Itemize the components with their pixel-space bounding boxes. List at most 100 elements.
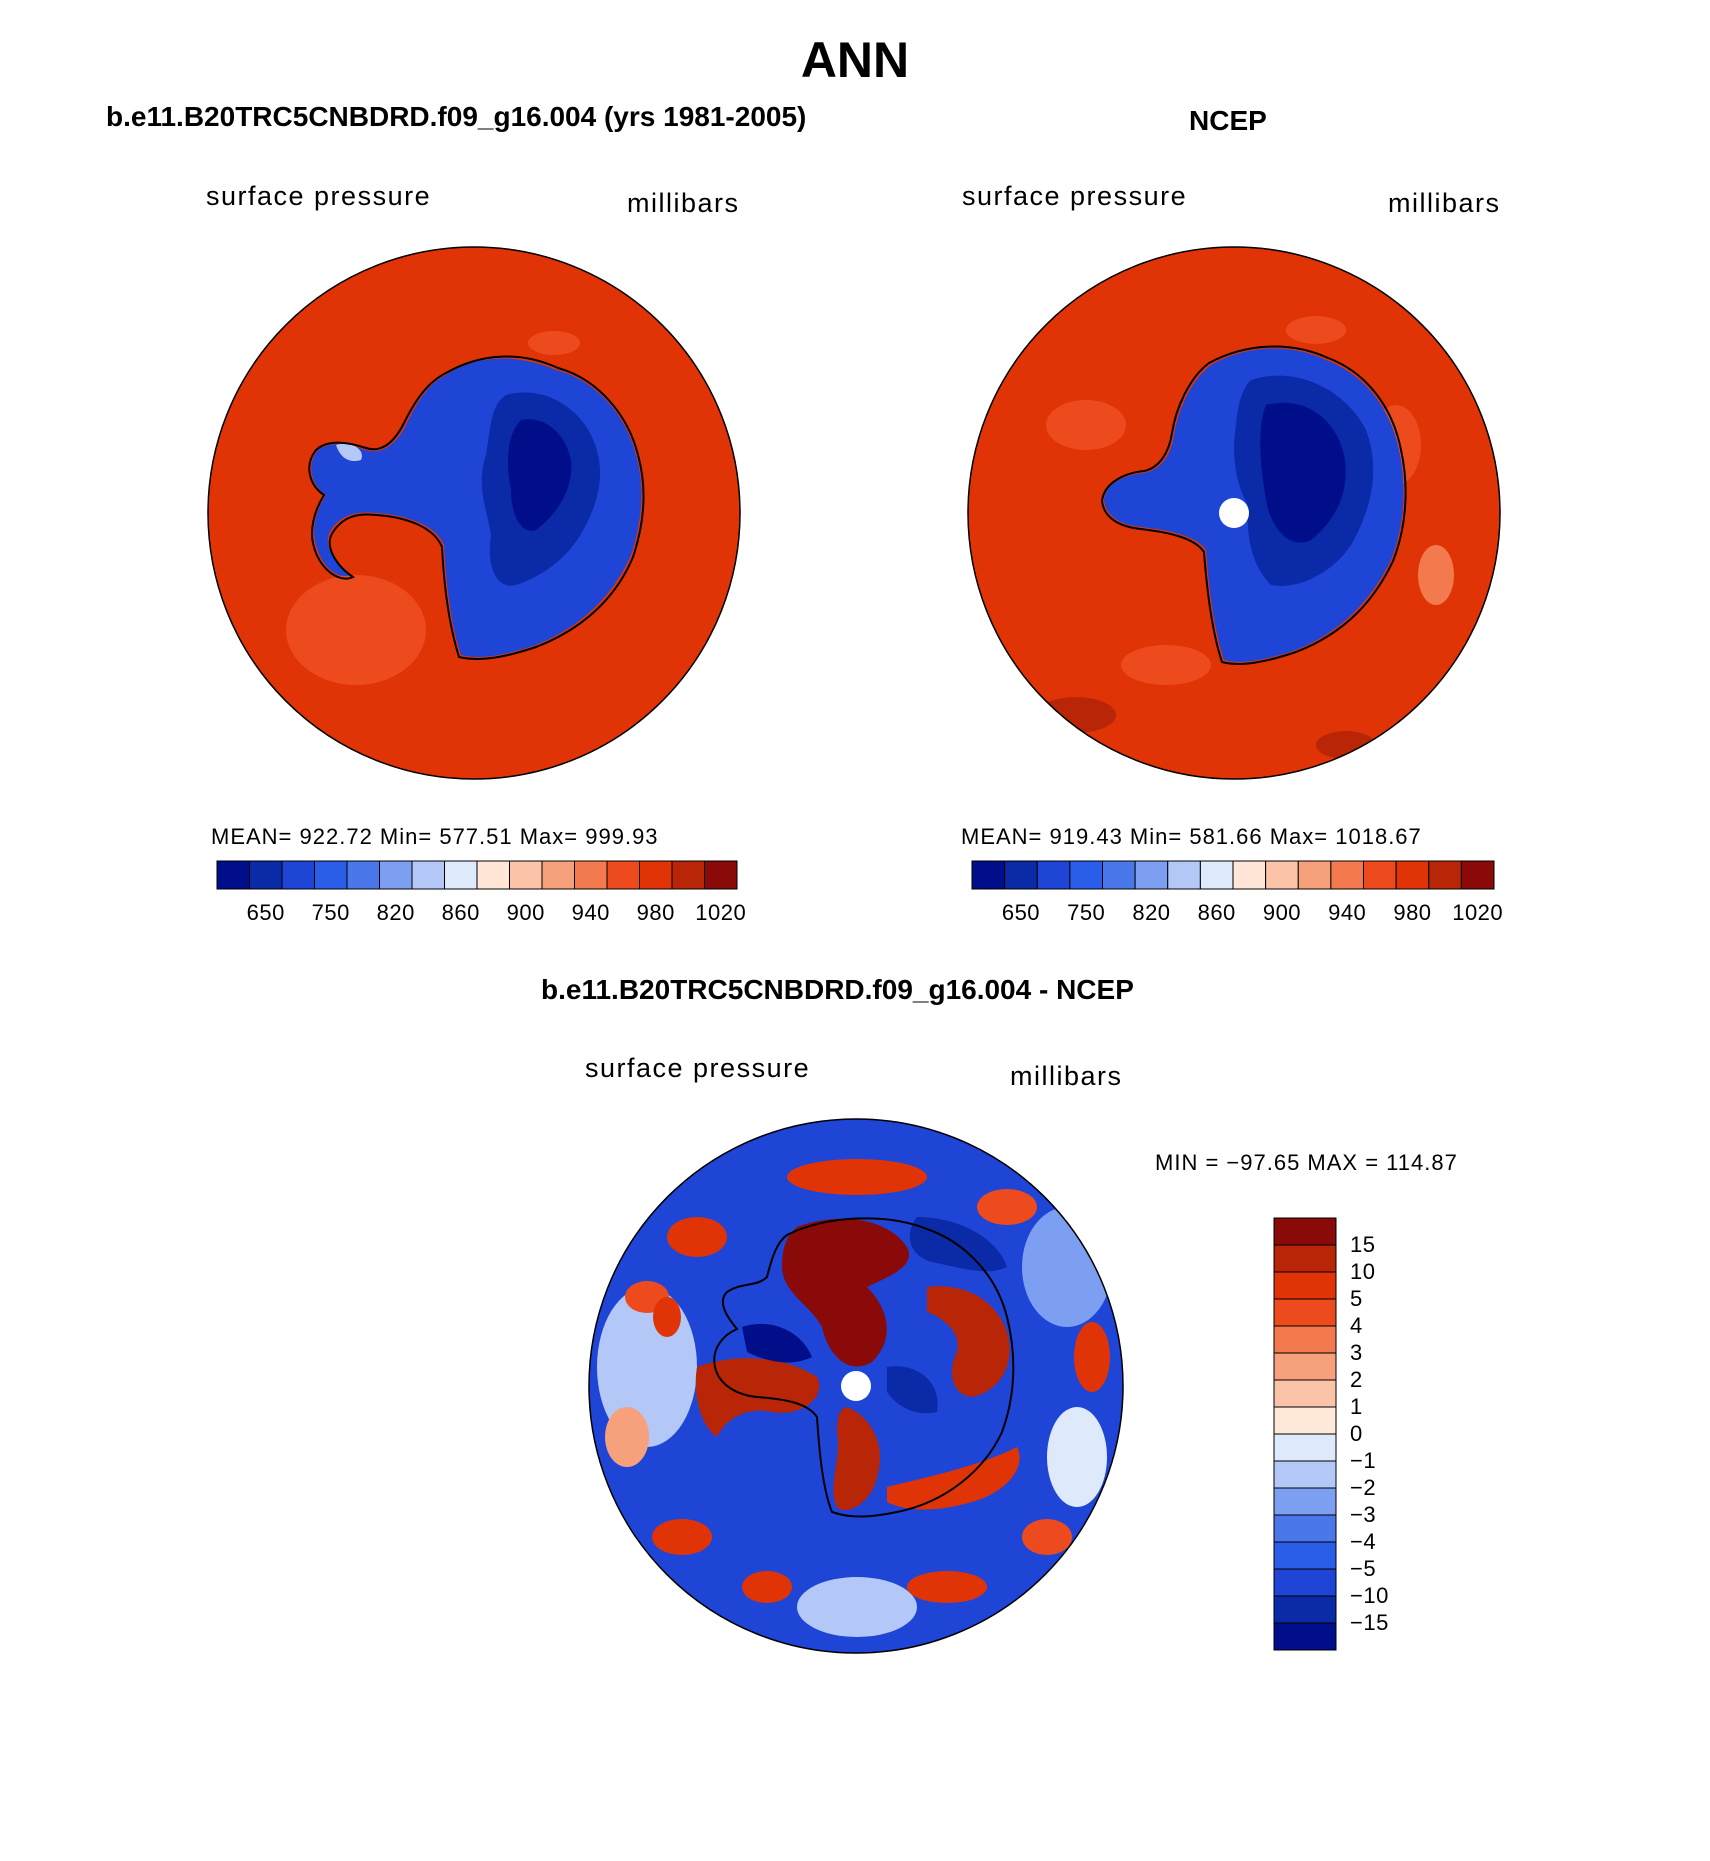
colorbar-swatch <box>1273 1541 1337 1570</box>
panel-3-field-patch <box>797 1577 917 1637</box>
colorbar-swatch <box>1199 860 1234 890</box>
panel-2-stats: MEAN= 919.43 Min= 581.66 Max= 1018.67 <box>961 824 1422 849</box>
colorbar-tick-label: −2 <box>1350 1475 1377 1500</box>
colorbar-swatch <box>1273 1595 1337 1624</box>
colorbar-tick-label: 1020 <box>695 900 747 925</box>
colorbar-swatch <box>1273 1487 1337 1516</box>
colorbar-swatch <box>1273 1217 1337 1246</box>
panel-2-field-patch <box>1418 545 1454 605</box>
colorbar-tick-label: 3 <box>1350 1340 1363 1365</box>
colorbar-tick-label: 940 <box>1328 900 1367 925</box>
colorbar-swatch <box>1297 860 1332 890</box>
colorbar-swatch <box>1273 1325 1337 1354</box>
panel-3-field-patch <box>667 1217 727 1257</box>
colorbar-tick-label: 860 <box>1197 900 1236 925</box>
colorbar-swatch <box>1102 860 1136 890</box>
colorbar-swatch <box>1273 1379 1337 1408</box>
colorbar-swatch <box>1330 860 1364 890</box>
colorbar-tick-label: 1 <box>1350 1394 1363 1419</box>
colorbar-swatch <box>379 860 413 890</box>
colorbar-tick-label: 980 <box>1393 900 1432 925</box>
panel-3-map-border <box>588 1118 1124 1654</box>
colorbar-swatch <box>281 860 315 890</box>
colorbar-tick-label: 650 <box>1001 900 1041 925</box>
panel-3-field-patch <box>742 1571 792 1603</box>
colorbar-swatch <box>1273 1352 1337 1381</box>
panel-1-variable-label: surface pressure <box>206 181 432 211</box>
colorbar-swatch <box>1273 1433 1337 1462</box>
colorbar-tick-label: 0 <box>1350 1421 1363 1446</box>
panel-3-polar-map <box>588 1118 1124 1654</box>
colorbar-swatch <box>541 860 575 890</box>
colorbar-swatch <box>1004 860 1038 890</box>
colorbar-swatch <box>314 860 348 890</box>
panel-1-stats: MEAN= 922.72 Min= 577.51 Max= 999.93 <box>211 824 659 849</box>
colorbar-swatch <box>1273 1514 1337 1543</box>
colorbar-swatch <box>606 860 640 890</box>
colorbar-swatch <box>1428 860 1462 890</box>
colorbar-tick-label: 750 <box>311 900 350 925</box>
colorbar-swatch <box>1069 860 1103 890</box>
colorbar-tick-label: 5 <box>1350 1286 1363 1311</box>
panel-2-plateau-core <box>1260 402 1346 543</box>
colorbar-swatch <box>249 860 283 890</box>
panel-2-title: NCEP <box>1189 105 1267 136</box>
colorbar-tick-label: 15 <box>1350 1232 1376 1257</box>
panel-2-field-patch <box>1046 400 1126 450</box>
panel-2-colorbar <box>971 860 1495 890</box>
panel-3-field-patch <box>927 1286 1010 1397</box>
panel-3-units-label: millibars <box>1010 1061 1123 1091</box>
panel-3-field-patch <box>977 1189 1037 1225</box>
panel-1-title: b.e11.B20TRC5CNBDRD.f09_g16.004 (yrs 198… <box>106 101 807 132</box>
colorbar-tick-label: −4 <box>1350 1529 1377 1554</box>
colorbar-swatch <box>971 860 1006 890</box>
colorbar-tick-label: −15 <box>1350 1610 1389 1635</box>
panel-2-map-border <box>967 246 1501 780</box>
colorbar-swatch <box>671 860 705 890</box>
panel-3-coastline <box>713 1217 1015 1518</box>
colorbar-tick-label: −3 <box>1350 1502 1377 1527</box>
panel-1-map-border <box>207 246 741 780</box>
panel-3-field-patch <box>833 1407 881 1511</box>
colorbar-swatch <box>1167 860 1201 890</box>
colorbar-swatch <box>639 860 673 890</box>
panel-2-coastline <box>1100 345 1407 665</box>
panel-3-field-patch <box>742 1323 812 1363</box>
panel-3-pole-hole <box>841 1371 871 1401</box>
panel-2-pole-hole <box>1219 498 1249 528</box>
colorbar-tick-label: −1 <box>1350 1448 1377 1473</box>
colorbar-swatch <box>1460 860 1495 890</box>
colorbar-tick-label: −5 <box>1350 1556 1377 1581</box>
colorbar-swatch <box>476 860 510 890</box>
panel-3-field-patch <box>787 1159 927 1195</box>
panel-1-peninsula-field <box>336 443 362 462</box>
colorbar-swatch <box>1395 860 1430 890</box>
colorbar-swatch <box>704 860 738 890</box>
colorbar-tick-label: 980 <box>636 900 675 925</box>
colorbar-swatch <box>1273 1271 1337 1300</box>
panel-3-field-patch <box>1022 1207 1112 1327</box>
colorbar-swatch <box>346 860 380 890</box>
panel-2-polar-map <box>967 246 1501 780</box>
colorbar-swatch <box>1036 860 1071 890</box>
panel-1-field-patch <box>528 331 580 355</box>
panel-3-field-patch <box>605 1407 649 1467</box>
panel-2-field-patch <box>1286 316 1346 344</box>
panel-3-field-patch <box>1047 1407 1107 1507</box>
colorbar-tick-label: 860 <box>441 900 480 925</box>
colorbar-swatch <box>411 860 445 890</box>
colorbar-swatch <box>216 860 250 890</box>
colorbar-swatch <box>1273 1622 1337 1651</box>
panel-3-stats: MIN = −97.65 MAX = 114.87 <box>1155 1150 1458 1175</box>
colorbar-tick-label: 1020 <box>1452 900 1504 925</box>
panel-2-units-label: millibars <box>1388 188 1501 218</box>
panel-1-coastline <box>308 355 645 660</box>
colorbar-swatch <box>1363 860 1397 890</box>
colorbar-swatch <box>574 860 608 890</box>
colorbar-tick-label: 820 <box>376 900 415 925</box>
panel-3-variable-label: surface pressure <box>585 1053 811 1083</box>
colorbar-tick-label: 900 <box>506 900 545 925</box>
colorbar-swatch <box>1232 860 1267 890</box>
panel-1-colorbar <box>216 860 738 890</box>
colorbar-swatch <box>1134 860 1169 890</box>
